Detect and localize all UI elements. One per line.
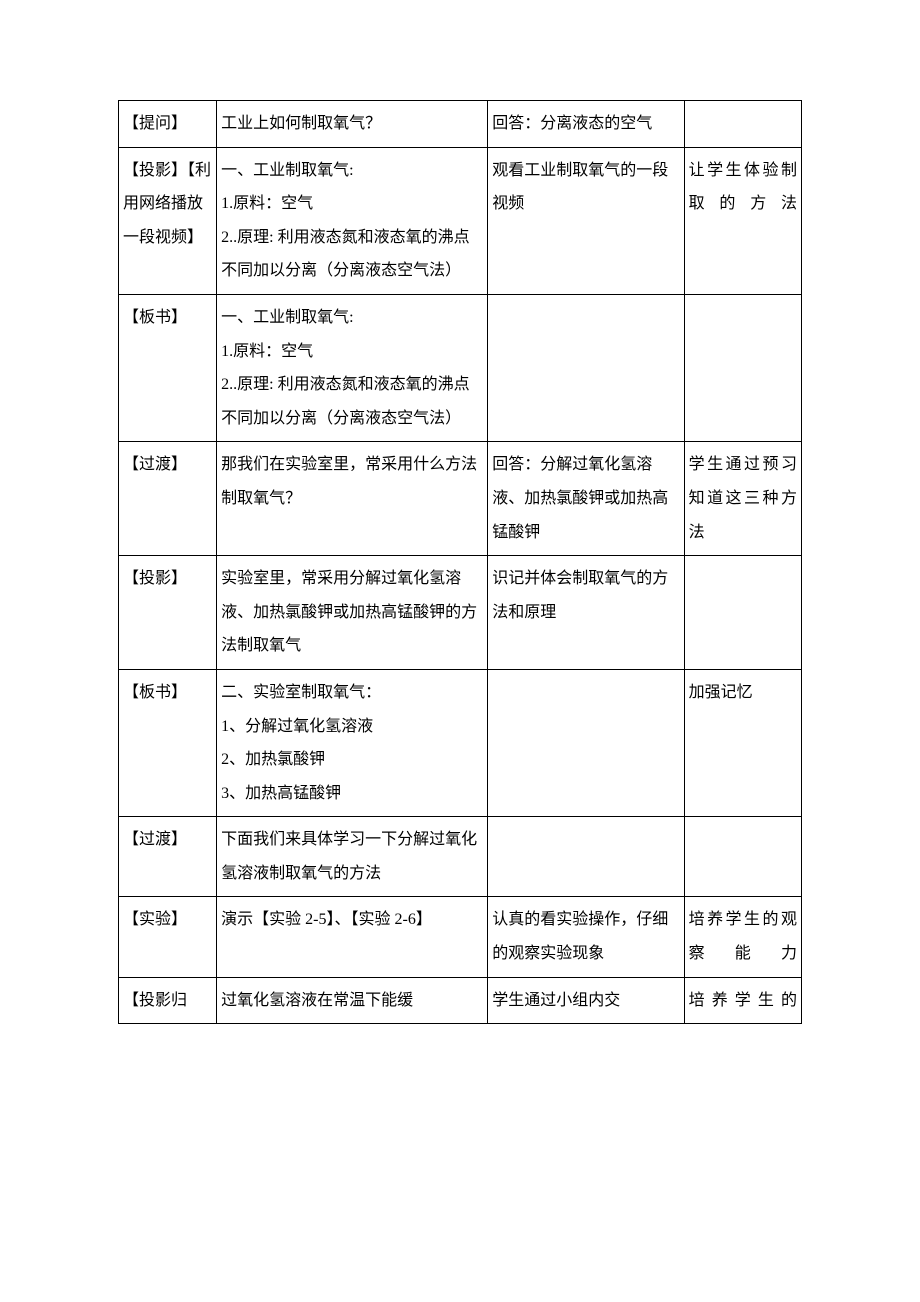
- table-row: 【过渡】下面我们来具体学习一下分解过氧化氢溶液制取氧气的方法: [119, 817, 802, 897]
- table-cell: [488, 294, 684, 441]
- table-cell: 认真的看实验操作，仔细的观察实验现象: [488, 897, 684, 977]
- table-cell: [684, 556, 801, 670]
- table-body: 【提问】工业上如何制取氧气？回答：分离液态的空气【投影】【利用网络播放一段视频】…: [119, 101, 802, 1024]
- table-cell: 培养学生的: [684, 977, 801, 1024]
- table-cell: 【提问】: [119, 101, 217, 148]
- table-cell: 培养学生的观察能力: [684, 897, 801, 977]
- table-cell: 一、工业制取氧气:1.原料：空气2..原理: 利用液态氮和液态氧的沸点不同加以分…: [217, 147, 488, 294]
- table-cell: [488, 817, 684, 897]
- table-cell: 演示【实验 2-5】、【实验 2-6】: [217, 897, 488, 977]
- table-row: 【投影】【利用网络播放一段视频】一、工业制取氧气:1.原料：空气2..原理: 利…: [119, 147, 802, 294]
- table-cell: 观看工业制取氧气的一段视频: [488, 147, 684, 294]
- table-cell: 工业上如何制取氧气？: [217, 101, 488, 148]
- table-cell: [684, 817, 801, 897]
- table-row: 【提问】工业上如何制取氧气？回答：分离液态的空气: [119, 101, 802, 148]
- table-row: 【投影归过氧化氢溶液在常温下能缓学生通过小组内交培养学生的: [119, 977, 802, 1024]
- table-cell: 过氧化氢溶液在常温下能缓: [217, 977, 488, 1024]
- table-row: 【板书】二、实验室制取氧气：1、分解过氧化氢溶液2、加热氯酸钾3、加热高锰酸钾 加…: [119, 669, 802, 816]
- table-cell: [684, 101, 801, 148]
- table-cell: 下面我们来具体学习一下分解过氧化氢溶液制取氧气的方法: [217, 817, 488, 897]
- table-row: 【板书】一、工业制取氧气:1.原料：空气2..原理: 利用液态氮和液态氧的沸点不…: [119, 294, 802, 441]
- table-row: 【投影】实验室里，常采用分解过氧化氢溶液、加热氯酸钾或加热高锰酸钾的方法制取氧气…: [119, 556, 802, 670]
- table-cell: 一、工业制取氧气:1.原料：空气2..原理: 利用液态氮和液态氧的沸点不同加以分…: [217, 294, 488, 441]
- table-cell: 回答：分离液态的空气: [488, 101, 684, 148]
- table-cell: 加强记忆: [684, 669, 801, 816]
- table-cell: 回答：分解过氧化氢溶液、加热氯酸钾或加热高锰酸钾: [488, 442, 684, 556]
- table-cell: 【投影】【利用网络播放一段视频】: [119, 147, 217, 294]
- table-cell: 【过渡】: [119, 817, 217, 897]
- table-cell: 识记并体会制取氧气的方法和原理: [488, 556, 684, 670]
- table-cell: [488, 669, 684, 816]
- table-cell: 【过渡】: [119, 442, 217, 556]
- table-cell: 学生通过预习知道这三种方法: [684, 442, 801, 556]
- table-row: 【实验】演示【实验 2-5】、【实验 2-6】认真的看实验操作，仔细的观察实验现…: [119, 897, 802, 977]
- table-cell: 二、实验室制取氧气：1、分解过氧化氢溶液2、加热氯酸钾3、加热高锰酸钾: [217, 669, 488, 816]
- table-cell: 【投影归: [119, 977, 217, 1024]
- table-cell: [684, 294, 801, 441]
- table-cell: 【板书】: [119, 669, 217, 816]
- table-row: 【过渡】那我们在实验室里，常采用什么方法制取氧气？回答：分解过氧化氢溶液、加热氯…: [119, 442, 802, 556]
- table-cell: 【板书】: [119, 294, 217, 441]
- document-page: 【提问】工业上如何制取氧气？回答：分离液态的空气【投影】【利用网络播放一段视频】…: [0, 0, 920, 1124]
- table-cell: 那我们在实验室里，常采用什么方法制取氧气？: [217, 442, 488, 556]
- table-cell: 【投影】: [119, 556, 217, 670]
- table-cell: 实验室里，常采用分解过氧化氢溶液、加热氯酸钾或加热高锰酸钾的方法制取氧气: [217, 556, 488, 670]
- table-cell: 【实验】: [119, 897, 217, 977]
- table-cell: 学生通过小组内交: [488, 977, 684, 1024]
- table-cell: 让学生体验制取的方法: [684, 147, 801, 294]
- lesson-plan-table: 【提问】工业上如何制取氧气？回答：分离液态的空气【投影】【利用网络播放一段视频】…: [118, 100, 802, 1024]
